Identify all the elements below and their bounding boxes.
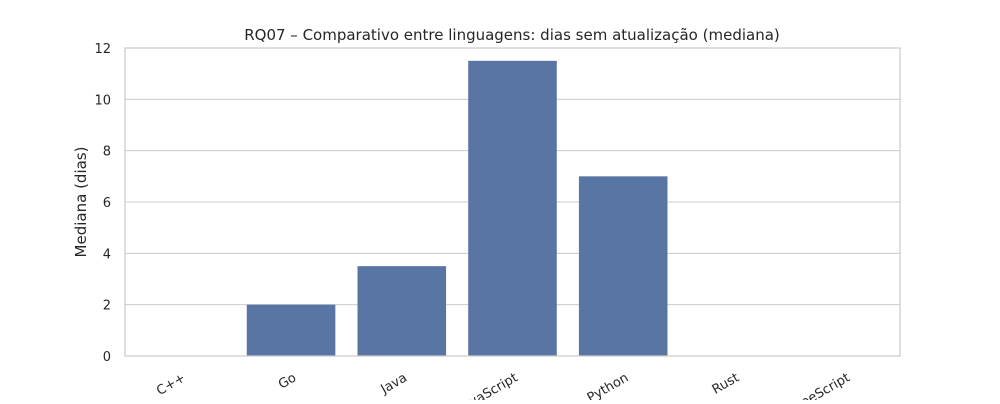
- x-tick-label: Go: [276, 370, 299, 392]
- x-axis-ticks: C++ Go Java JavaScript Python Rust TypeScript: [154, 370, 853, 404]
- y-axis-title: Mediana (dias): [72, 147, 90, 258]
- y-tick-label: 12: [94, 42, 111, 57]
- y-tick-label: 10: [94, 93, 111, 108]
- y-tick-label: 8: [103, 145, 111, 160]
- plot-frame: [124, 47, 901, 357]
- y-tick-label: 2: [103, 299, 111, 314]
- x-tick-label: Python: [585, 370, 632, 400]
- y-tick-label: 6: [103, 196, 111, 211]
- chart-title: RQ07 – Comparativo entre linguagens: dia…: [244, 26, 780, 44]
- y-tick-label: 4: [103, 247, 111, 262]
- x-tick-label: JavaScript: [456, 370, 521, 400]
- x-tick-label: Rust: [710, 370, 742, 397]
- x-tick-label: Java: [378, 370, 410, 397]
- x-tick-label: TypeScript: [786, 370, 853, 400]
- bar-go: [246, 304, 336, 356]
- y-tick-label: 0: [103, 350, 111, 365]
- bars: [246, 60, 668, 356]
- bar-python: [578, 176, 668, 356]
- y-axis-ticks: 0 2 4 6 8 10 12: [94, 42, 111, 365]
- bar-java: [357, 266, 447, 356]
- bar-javascript: [468, 60, 557, 356]
- x-tick-label: C++: [154, 370, 188, 398]
